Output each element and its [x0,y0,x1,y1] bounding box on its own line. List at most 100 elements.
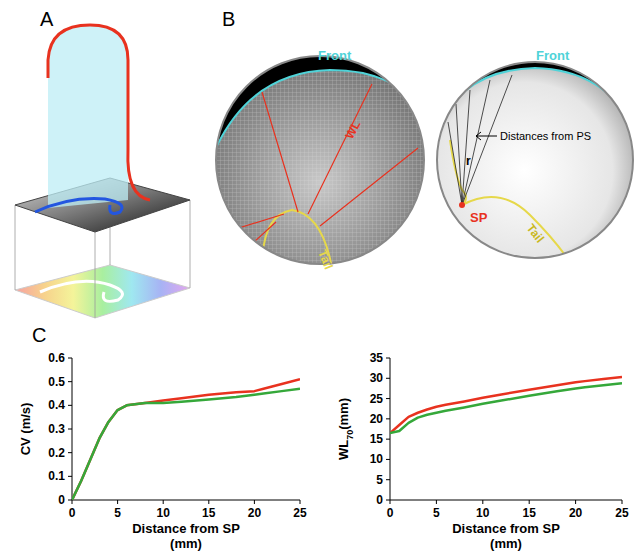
y-axis [390,358,391,500]
y-tick [386,358,390,359]
label: Front [318,48,352,63]
x-tick [254,500,255,504]
phase-spiral [40,281,123,301]
plot-area [390,377,622,433]
x-tick [436,500,437,504]
front-line [436,68,634,130]
y-title-part: WL [336,440,351,460]
x-tick [575,500,576,504]
filament [48,25,150,200]
unexcited [214,40,426,152]
y-tick-label: 30 [370,371,384,385]
y-tick [68,476,72,477]
y-tick [68,358,72,359]
series-line [390,383,622,433]
y-tick [68,381,72,382]
x-tick [482,500,483,504]
panel-letter: C [32,324,46,346]
x-tick-label: 10 [476,506,490,520]
series-line [72,379,300,500]
x-tick-label: 15 [523,506,537,520]
x-tick-label: 25 [293,506,307,520]
y-tick [386,459,390,460]
label: WL [342,118,363,141]
y-tick [68,452,72,453]
curtain [48,25,128,208]
y-axis-title: CV (m/s) [18,403,33,456]
x-tick-label: 15 [202,506,216,520]
tissue-grid [210,50,430,270]
tissue [430,55,640,265]
x-tick-label: 0 [387,506,394,520]
panel-letter: A [40,8,54,30]
x-tick [117,500,118,504]
y-title-part: (mm) [336,398,351,430]
x-axis-title: (mm) [170,536,202,551]
x-axis-title: Distance from SP [452,521,560,536]
y-tick [386,378,390,379]
x-tick-label: 5 [114,506,121,520]
x-axis [390,500,622,501]
x-axis-title: Distance from SP [132,521,240,536]
y-tick-label: 20 [370,412,384,426]
tail-line [450,140,570,262]
y-tick-label: 0.6 [48,351,65,365]
x-tick [208,500,209,504]
x-axis-title: (mm) [490,536,522,551]
y-tick [386,439,390,440]
wl-lines [226,84,418,262]
y-tick-label: 0.1 [48,469,65,483]
y-tick-label: 35 [370,351,384,365]
y-tick [386,398,390,399]
panel-b-right [430,50,640,265]
x-tick-label: 20 [248,506,262,520]
y-tick [386,479,390,480]
y-tick-label: 0.2 [48,446,65,460]
y-tick-label: 15 [370,432,384,446]
y-tick-label: 0.4 [48,398,65,412]
label: SP [470,210,488,225]
x-tick-label: 0 [69,506,76,520]
box-edges [15,178,190,318]
chart: 0 5 10 15 20 25 30 35 0 5 10 15 20 25 Distance from SP… [336,351,629,551]
y-tick-label: 25 [370,392,384,406]
tissue [210,50,430,270]
plot-area [72,379,300,500]
y-tick [386,500,390,501]
label: Distances from PS [500,130,591,142]
x-tick [390,500,391,504]
y-tick-label: 5 [376,473,383,487]
series-line [72,389,300,500]
label: Tail [524,221,547,245]
x-tick [622,500,623,504]
y-tick-label: 0 [376,493,383,507]
y-tick [68,429,72,430]
chart: 00.10.20.30.40.50.60510152025Distance fr… [18,351,307,551]
label: r [466,154,471,168]
x-tick [529,500,530,504]
y-tick [386,418,390,419]
circle-border [216,56,424,264]
y-tick-label: 10 [370,452,384,466]
y-tick [68,500,72,501]
y-title-sub: 70 [345,430,355,440]
lower-plane [15,265,190,318]
figure: A B C Front WL Tail Front Distances from PS r SP T… [0,0,642,559]
y-tick [68,405,72,406]
x-tick-label: 20 [569,506,583,520]
label: Front [536,48,570,63]
label: Tail [315,248,335,272]
x-tick [72,500,73,504]
x-tick-label: 10 [157,506,171,520]
series-line [390,377,622,433]
x-tick-label: 25 [615,506,629,520]
circle-border [437,62,633,258]
panel-letter: B [222,8,235,30]
x-tick [163,500,164,504]
arrow [476,132,497,140]
panel-a [15,25,190,318]
x-tick [300,500,301,504]
panel-b-left [210,40,430,270]
sp-dot [459,202,465,208]
x-tick-label: 5 [433,506,440,520]
